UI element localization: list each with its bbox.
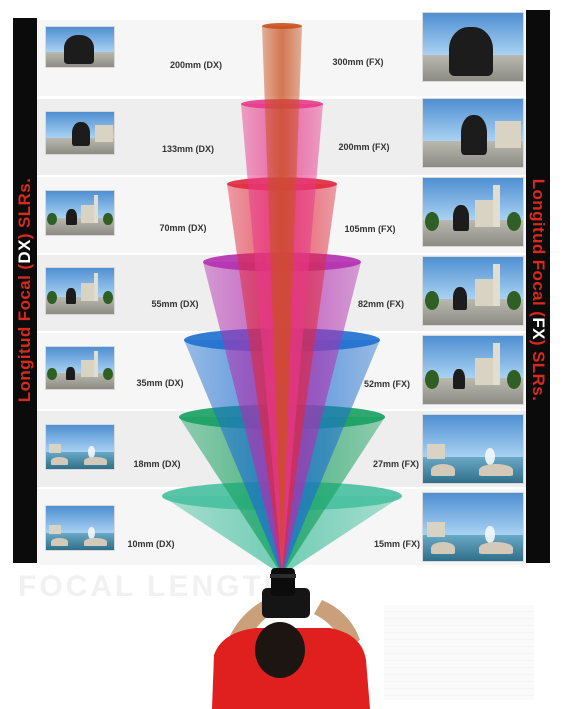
fx-focal-length-label: 300mm (FX) [332, 57, 384, 67]
dx-photo [45, 424, 115, 470]
dx-focal-length-label: 55mm (DX) [151, 299, 199, 309]
fov-cone [262, 23, 302, 575]
fx-focal-length-label: 27mm (FX) [372, 459, 420, 469]
fx-focal-length-label: 82mm (FX) [357, 299, 405, 309]
dx-photo [45, 111, 115, 155]
photographer-head [255, 622, 305, 678]
dx-focal-length-label: 10mm (DX) [127, 539, 175, 549]
dx-side-bar [13, 18, 37, 563]
fx-focal-length-label: 200mm (FX) [338, 142, 390, 152]
dx-focal-length-label: 200mm (DX) [169, 60, 223, 70]
dx-focal-length-label: 133mm (DX) [161, 144, 215, 154]
dx-photo [45, 26, 115, 68]
dx-focal-length-label: 70mm (DX) [159, 223, 207, 233]
fx-photo [422, 12, 524, 82]
fx-photo [422, 335, 524, 405]
fx-photo [422, 177, 524, 247]
faded-background-text: FOCAL LENGTH [18, 570, 289, 603]
fx-photo [422, 492, 524, 562]
fx-focal-length-label: 15mm (FX) [373, 539, 421, 549]
dx-focal-length-label: 18mm (DX) [133, 459, 181, 469]
dx-photo [45, 267, 115, 315]
camera-lens [271, 568, 295, 596]
dx-photo [45, 190, 115, 236]
fx-photo [422, 414, 524, 484]
dx-photo [45, 346, 115, 390]
camera-lens-ring [270, 574, 296, 578]
dx-focal-length-label: 35mm (DX) [136, 378, 184, 388]
fx-side-bar [526, 10, 550, 563]
fx-photo [422, 98, 524, 168]
fx-focal-length-label: 52mm (FX) [363, 379, 411, 389]
fx-focal-length-label: 105mm (FX) [344, 224, 396, 234]
faded-notes-block [384, 605, 534, 700]
fx-photo [422, 256, 524, 326]
dx-photo [45, 505, 115, 551]
